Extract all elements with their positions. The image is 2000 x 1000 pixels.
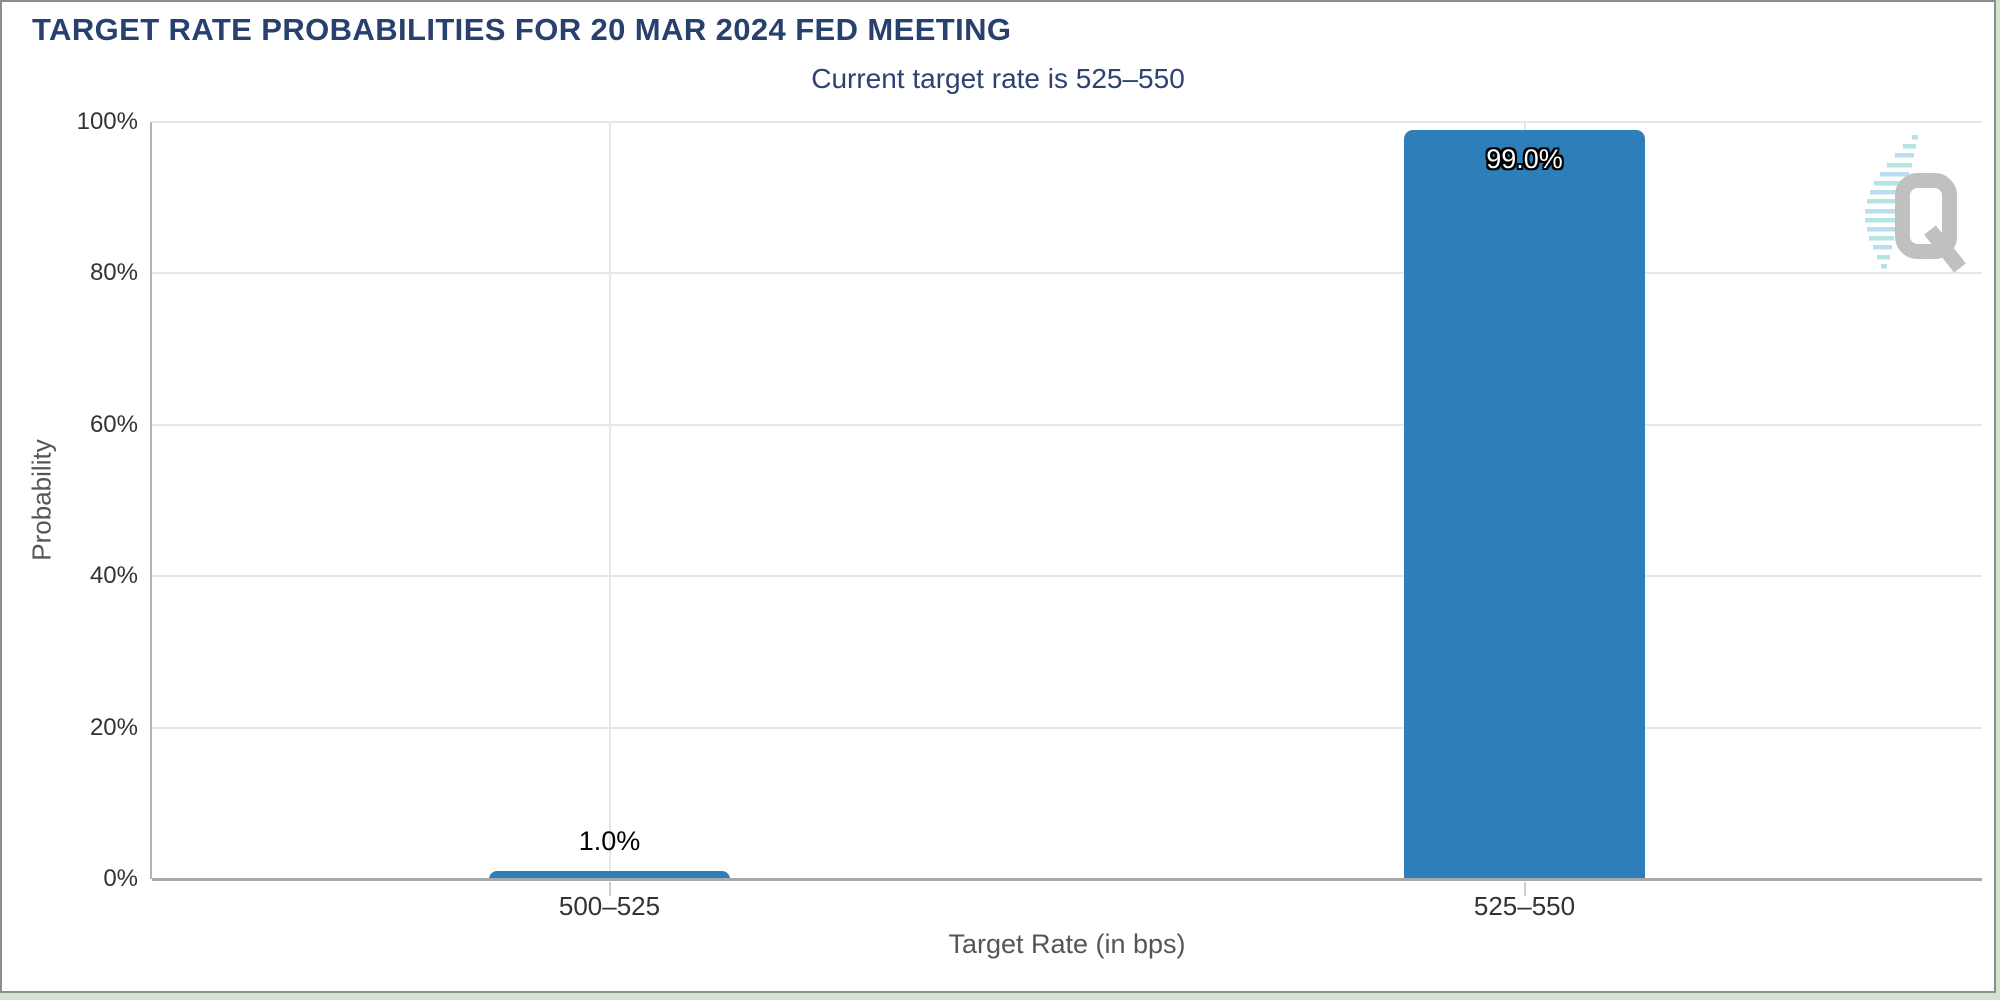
plot-area: 1.0% 99.0% bbox=[150, 121, 1982, 896]
y-axis-tick-labels: 0% 20% 40% 60% 80% 100% bbox=[2, 108, 138, 892]
gridline-horizontal-80% bbox=[152, 272, 1982, 275]
bar-value-label: 1.0% bbox=[578, 826, 641, 857]
y-axis-tick-label: 20% bbox=[89, 713, 138, 741]
gridline-horizontal-100% bbox=[152, 121, 1982, 123]
y-axis-tick-label: 100% bbox=[76, 108, 138, 135]
y-axis-tick-label: 0% bbox=[103, 865, 138, 892]
y-axis-tick-label: 60% bbox=[89, 410, 138, 438]
quikstrike-q-logo-icon bbox=[1865, 135, 1966, 273]
gridline-horizontal-60% bbox=[152, 423, 1982, 426]
chart-title: TARGET RATE PROBABILITIES FOR 20 MAR 202… bbox=[32, 12, 1012, 47]
gridline-horizontal-20% bbox=[152, 726, 1982, 729]
x-axis-tick bbox=[608, 882, 611, 896]
y-axis-tick-label: 80% bbox=[89, 259, 138, 287]
bar-525–550[interactable] bbox=[1404, 129, 1645, 879]
chart-subtitle: Current target rate is 525–550 bbox=[811, 63, 1185, 94]
y-axis-tick-label: 40% bbox=[89, 562, 138, 590]
x-axis-category-labels: 500–525 525–550 bbox=[152, 891, 1982, 923]
gridline-vertical bbox=[608, 122, 611, 879]
x-axis-line bbox=[152, 878, 1982, 881]
x-axis-category-label: 500–525 bbox=[558, 891, 661, 921]
x-axis-category-label: 525–550 bbox=[1473, 891, 1576, 921]
x-axis-title: Target Rate (in bps) bbox=[948, 929, 1186, 959]
x-axis-tick bbox=[1523, 882, 1526, 896]
bar-500–525[interactable] bbox=[489, 871, 730, 879]
bar-value-label: 99.0% bbox=[1486, 143, 1563, 174]
y-axis-line bbox=[150, 122, 152, 879]
gridline-horizontal-40% bbox=[152, 575, 1982, 578]
